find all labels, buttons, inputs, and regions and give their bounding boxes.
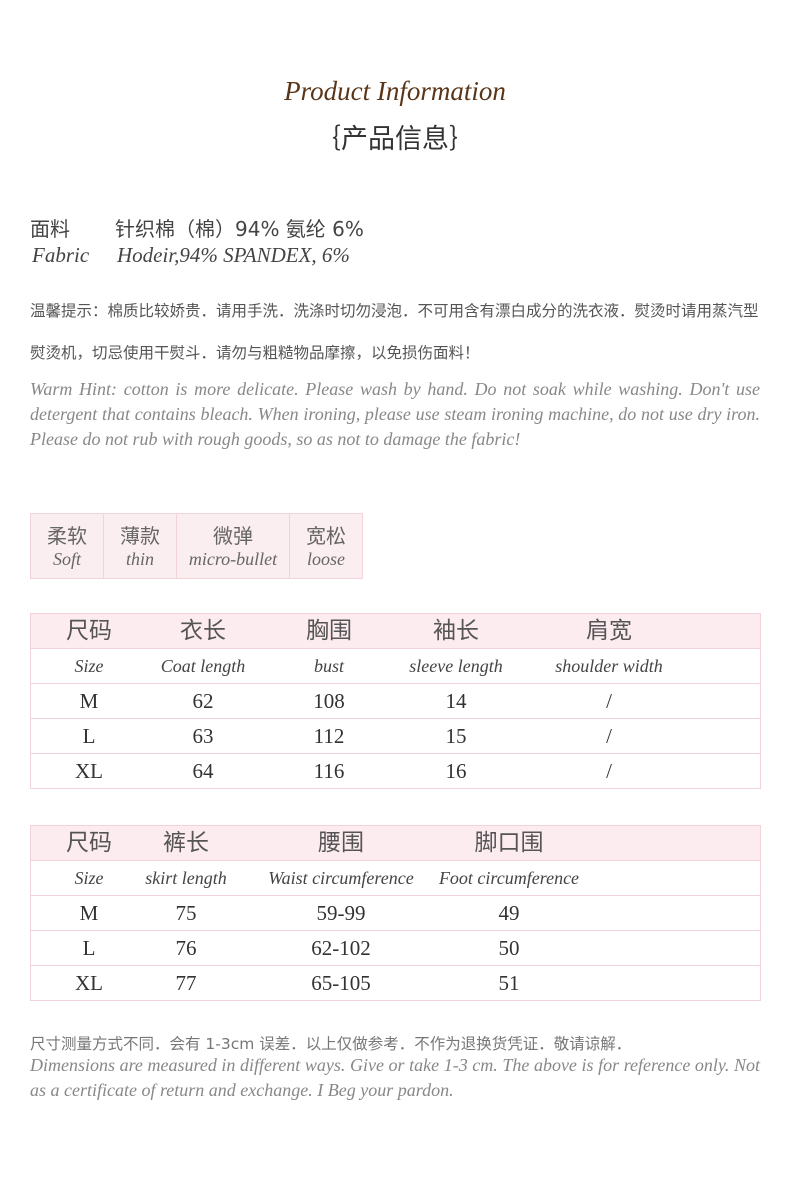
header-row-cn: 尺码 衣长 胸围 袖长 肩宽 (31, 614, 760, 648)
feature-cn: 柔软 (47, 524, 87, 548)
cell: M (79, 689, 99, 713)
header-en: Foot circumference (438, 868, 580, 888)
cell: L (82, 936, 96, 960)
cell: XL (75, 971, 103, 995)
cell: XL (75, 759, 103, 783)
header-en: Size (74, 868, 104, 888)
header-en: sleeve length (409, 656, 503, 676)
feature: 柔软 Soft (31, 514, 104, 578)
subtitle: ｛产品信息｝ (314, 124, 476, 155)
feature-en: thin (125, 549, 154, 569)
data-row: XL 64 116 16 / (31, 753, 760, 788)
data-row: XL 77 65-105 51 (31, 965, 760, 1000)
feature-en: loose (307, 549, 345, 569)
header-en: Size (74, 656, 104, 676)
header-cn: 胸围 (306, 618, 352, 644)
cell: 112 (313, 724, 345, 748)
header-row-en: Size Coat length bust sleeve length shoulder… (31, 648, 760, 683)
cell: 49 (498, 901, 520, 925)
header-cn: 尺码 (66, 618, 112, 644)
fabric-value-en: Hodeir,94% SPANDEX, 6% (117, 243, 350, 267)
header-cn: 腰围 (318, 830, 364, 856)
header-cn: 肩宽 (586, 618, 632, 644)
cell: 76 (175, 936, 197, 960)
cell: 77 (175, 971, 197, 995)
data-row: L 76 62-102 50 (31, 930, 760, 965)
cell: 50 (498, 936, 520, 960)
header-row-en: Size skirt length Waist circumference Foot … (31, 860, 760, 895)
header-en: shoulder width (555, 656, 663, 676)
feature-cn: 宽松 (306, 524, 346, 548)
feature-cn: 微弹 (213, 524, 253, 548)
cell: 75 (175, 901, 197, 925)
title: Product Information (284, 76, 506, 106)
feature-en: Soft (52, 549, 81, 569)
hint-en: Warm Hint: cotton is more delicate. Plea… (30, 379, 760, 449)
header-en: Coat length (160, 656, 246, 676)
header-cn: 脚口围 (474, 830, 544, 856)
header-cn: 尺码 (66, 830, 112, 856)
size-table-top: 尺码 衣长 胸围 袖长 肩宽 Size Coat length bust sleeve leng… (30, 613, 761, 789)
cell: 51 (498, 971, 520, 995)
header-en: Waist circumference (268, 868, 414, 888)
feature-en: micro-bullet (188, 549, 278, 569)
note-cn: 尺寸测量方式不同．会有 1-3cm 误差．以上仅做参考．不作为退换货凭证．敬请谅… (30, 1035, 632, 1053)
data-row: M 62 108 14 / (31, 683, 760, 718)
header-cn: 袖长 (433, 618, 479, 644)
fabric-label-en: Fabric (32, 243, 90, 267)
cell: 64 (192, 759, 214, 783)
header-en: skirt length (145, 868, 227, 888)
feature: 微弹 micro-bullet (177, 514, 290, 578)
cell: 16 (445, 759, 467, 783)
cell: 108 (313, 689, 345, 713)
note-en: Dimensions are measured in different way… (30, 1055, 760, 1100)
cell: 116 (313, 759, 345, 783)
cell: 14 (445, 689, 467, 713)
cell: 62-102 (311, 936, 371, 960)
header-en: bust (313, 656, 344, 676)
feature: 宽松 loose (290, 514, 362, 578)
data-row: L 63 112 15 / (31, 718, 760, 753)
cell: 59-99 (316, 901, 366, 925)
cell: 65-105 (311, 971, 371, 995)
cell: / (606, 724, 612, 748)
header-cn: 裤长 (163, 830, 209, 856)
features: 柔软 Soft 薄款 thin 微弹 micro-bullet 宽松 loose (30, 513, 363, 579)
cell: / (606, 759, 612, 783)
cell: 62 (192, 689, 214, 713)
fabric-label-cn: 面料 (30, 217, 70, 241)
header-cn: 衣长 (180, 618, 226, 644)
cell: 63 (192, 724, 214, 748)
data-row: M 75 59-99 49 (31, 895, 760, 930)
fabric-value-cn: 针织棉（棉）94% 氨纶 6% (115, 217, 364, 241)
header-row-cn: 尺码 裤长 腰围 脚口围 (31, 826, 760, 860)
cell: L (82, 724, 96, 748)
size-table-bottom: 尺码 裤长 腰围 脚口围 Size skirt length Waist circumfer… (30, 825, 761, 1001)
feature: 薄款 thin (104, 514, 177, 578)
cell: M (79, 901, 99, 925)
cell: / (606, 689, 612, 713)
hint-cn: 温馨提示：棉质比较娇贵．请用手洗．洗涤时切勿浸泡．不可用含有漂白成分的洗衣液．熨… (30, 302, 759, 362)
cell: 15 (445, 724, 467, 748)
feature-cn: 薄款 (120, 524, 160, 548)
